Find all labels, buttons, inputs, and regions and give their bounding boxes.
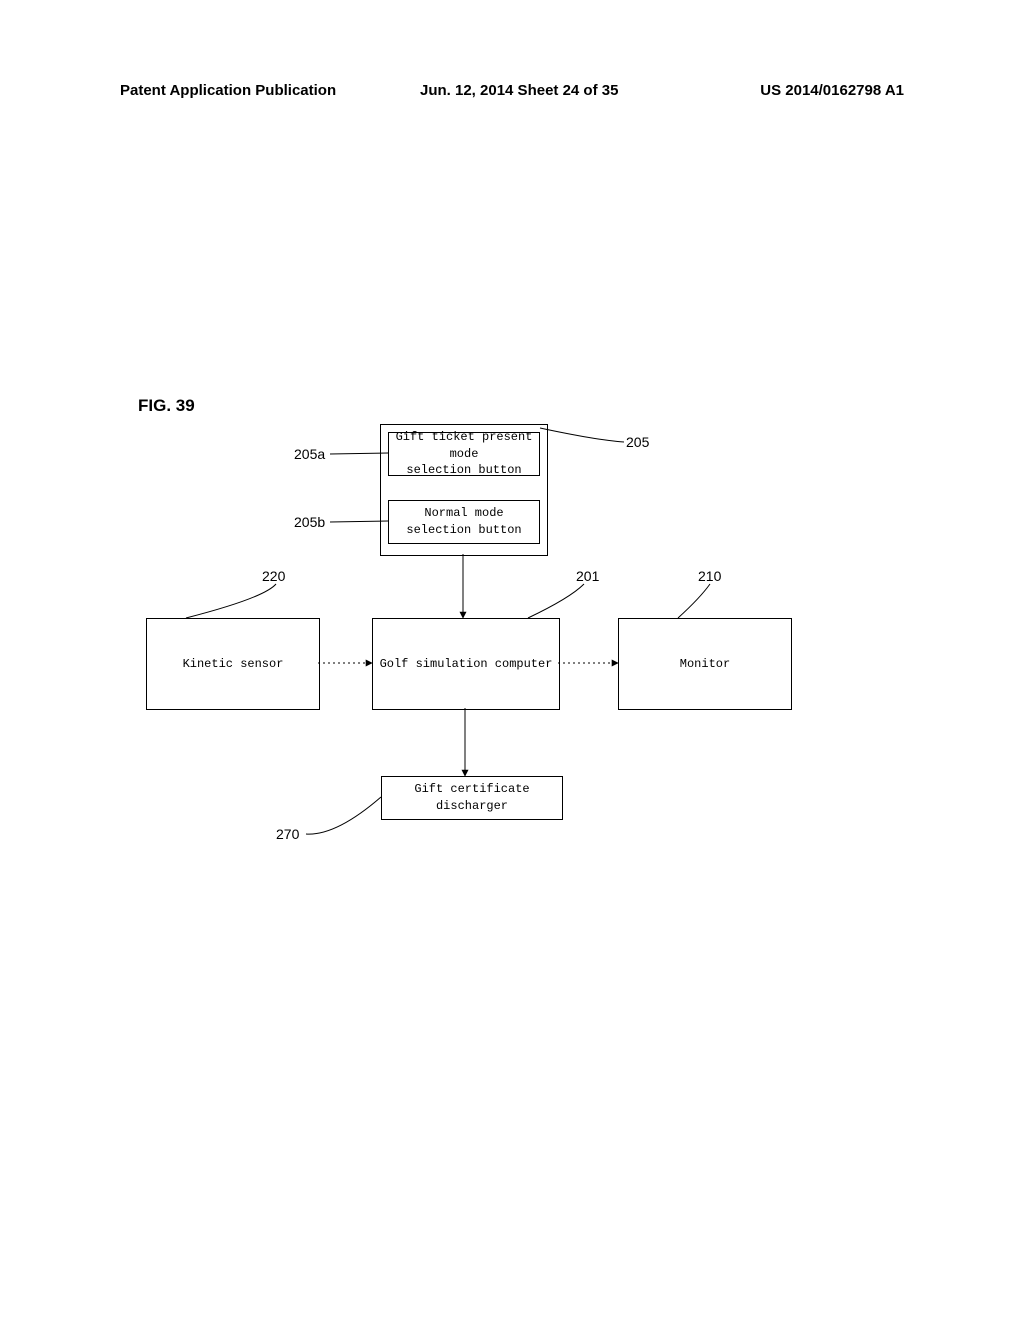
- ref-210: 210: [698, 568, 721, 584]
- normal-mode-button: Normal modeselection button: [388, 500, 540, 544]
- header-date-sheet: Jun. 12, 2014 Sheet 24 of 35: [420, 82, 618, 99]
- ref-270: 270: [276, 826, 299, 842]
- kinetic-sensor-block: Kinetic sensor: [146, 618, 320, 710]
- ref-205: 205: [626, 434, 649, 450]
- ref-205b: 205b: [294, 514, 325, 530]
- monitor-block: Monitor: [618, 618, 792, 710]
- gift-ticket-mode-button: Gift ticket present modeselection button: [388, 432, 540, 476]
- figure-title: FIG. 39: [138, 396, 195, 416]
- ref-205a: 205a: [294, 446, 325, 462]
- ref-220: 220: [262, 568, 285, 584]
- gift-certificate-discharger-block: Gift certificate discharger: [381, 776, 563, 820]
- header-pubnum: US 2014/0162798 A1: [760, 82, 904, 99]
- page: Patent Application Publication Jun. 12, …: [0, 0, 1024, 1320]
- golf-simulation-computer-block: Golf simulation computer: [372, 618, 560, 710]
- header-publication: Patent Application Publication: [120, 82, 336, 99]
- ref-201: 201: [576, 568, 599, 584]
